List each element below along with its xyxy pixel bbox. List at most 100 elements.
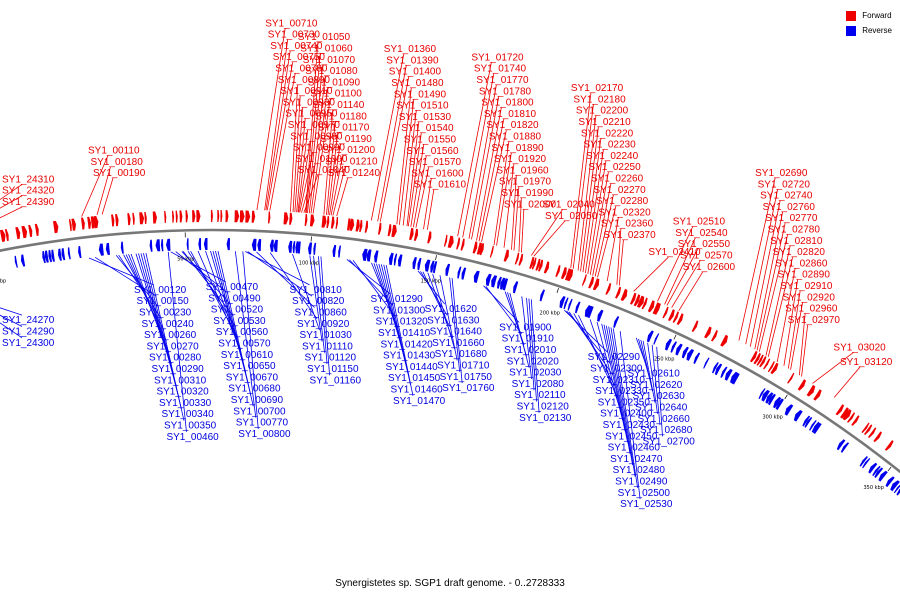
reverse-gene-arrow (433, 261, 438, 274)
reverse-gene-label: SY1_02130 (519, 413, 572, 424)
reverse-gene-label: SY1_00460 (166, 432, 219, 443)
forward-gene-arrow (851, 415, 860, 426)
reverse-gene-label: SY1_02450 (605, 431, 658, 442)
forward-gene-arrow (409, 227, 414, 240)
reverse-leader-line (528, 298, 537, 402)
forward-leader-line (101, 178, 114, 215)
forward-gene-label: SY1_01170 (318, 123, 370, 134)
reverse-gene-label: SY1_02300 (590, 363, 643, 374)
forward-leader-line (606, 217, 619, 282)
forward-leader-line (412, 155, 427, 228)
reverse-gene-arrow (539, 289, 545, 302)
forward-leader-line (616, 228, 622, 285)
forward-gene-label: SY1_01880 (489, 132, 542, 143)
forward-leader-line (671, 260, 701, 308)
reverse-leader-line (269, 252, 318, 320)
reverse-leader-line (608, 326, 634, 466)
reverse-gene-arrow (430, 260, 435, 273)
forward-leader-line (415, 167, 430, 228)
forward-gene-label: SY1_02200 (576, 106, 629, 117)
legend-forward: Forward (846, 8, 892, 23)
reverse-gene-arrow (893, 484, 900, 494)
reverse-gene-arrow (105, 242, 110, 255)
forward-gene-label: SY1_01210 (325, 156, 378, 167)
forward-gene-arrow (330, 216, 335, 229)
reverse-gene-label: SY1_02010 (504, 345, 557, 356)
forward-leader-line (0, 206, 23, 219)
reverse-gene-label: SY1_00650 (223, 361, 276, 372)
reverse-leader-line (309, 255, 323, 342)
forward-leader-line (0, 184, 23, 201)
forward-leader-line (594, 194, 614, 277)
forward-gene-arrow (565, 268, 572, 281)
forward-gene-label: SY1_03020 (833, 342, 886, 353)
reverse-gene-label: SY1_00690 (231, 395, 284, 406)
forward-leader-line (457, 62, 492, 237)
forward-gene-label: SY1_02910 (780, 281, 833, 292)
forward-gene-label: SY1_02890 (778, 270, 831, 281)
reverse-gene-arrow (613, 316, 620, 328)
reverse-gene-arrow (461, 267, 467, 280)
reverse-gene-arrow (374, 250, 379, 263)
reverse-gene-label: SY1_00120 (134, 285, 187, 296)
forward-gene-arrow (447, 235, 454, 248)
forward-leader-line (462, 73, 495, 238)
forward-gene-arrow (503, 249, 509, 262)
forward-gene-label: SY1_00970 (288, 120, 341, 131)
forward-leader-line (478, 118, 505, 242)
forward-gene-arrow (691, 320, 699, 332)
scale-tick (887, 466, 892, 472)
forward-gene-arrow (378, 222, 382, 235)
reverse-gene-arrow (393, 253, 398, 266)
forward-gene-label: SY1_01800 (481, 98, 534, 109)
reverse-gene-arrow (58, 248, 62, 261)
reverse-gene-label: SY1_02620 (630, 380, 683, 391)
scale-tick-label: 350 kbp (864, 485, 884, 491)
forward-leader-line (481, 130, 507, 242)
forward-gene-label: SY1_00730 (268, 30, 321, 41)
forward-gene-arrow (472, 241, 478, 254)
reverse-leader-line (451, 278, 463, 384)
forward-leader-line (503, 164, 515, 248)
reverse-gene-arrow (412, 257, 417, 270)
forward-gene-arrow (347, 218, 351, 231)
forward-leader-line (758, 234, 789, 352)
forward-gene-label: SY1_01080 (305, 66, 358, 77)
reverse-gene-arrow (497, 276, 502, 289)
forward-gene-label: SY1_02860 (775, 258, 828, 269)
reverse-gene-label: SY1_02700 (642, 436, 695, 447)
forward-gene-label: SY1_02820 (773, 247, 826, 258)
forward-gene-label: SY1_00710 (265, 18, 318, 29)
forward-leader-line (296, 118, 306, 213)
forward-gene-arrow (175, 210, 178, 223)
reverse-leader-line (605, 325, 631, 454)
forward-gene-arrow (704, 326, 712, 339)
reverse-leader-line (596, 321, 624, 421)
reverse-gene-arrow (186, 238, 189, 251)
reverse-gene-arrow (724, 368, 733, 381)
reverse-gene-arrow (686, 349, 695, 361)
forward-leader-line (308, 76, 326, 214)
forward-leader-line (423, 178, 432, 230)
reverse-gene-label: SY1_00240 (141, 319, 194, 330)
forward-leader-line (377, 65, 407, 222)
reverse-leader-line (187, 251, 237, 328)
forward-leader-line (521, 209, 525, 253)
reverse-gene-label: SY1_00340 (161, 409, 214, 420)
forward-gene-arrow (93, 216, 99, 229)
reverse-gene-arrow (768, 393, 776, 406)
reverse-leader-line (656, 346, 663, 437)
reverse-gene-arrow (226, 238, 230, 251)
forward-gene-label: SY1_01050 (298, 32, 351, 43)
reverse-gene-label: SY1_01910 (502, 334, 555, 345)
forward-leader-line (633, 256, 669, 292)
reverse-gene-label: SY1_00680 (228, 384, 281, 395)
forward-gene-arrow (443, 234, 448, 247)
reverse-gene-arrow (48, 250, 52, 263)
reverse-leader-line (383, 264, 411, 385)
scale-tick-label: 250 kbp (654, 356, 674, 362)
forward-gene-arrow (283, 212, 289, 225)
scale-tick-label: 100 kbp (299, 260, 319, 266)
forward-leader-line (754, 211, 784, 350)
forward-gene-arrow (770, 362, 779, 375)
